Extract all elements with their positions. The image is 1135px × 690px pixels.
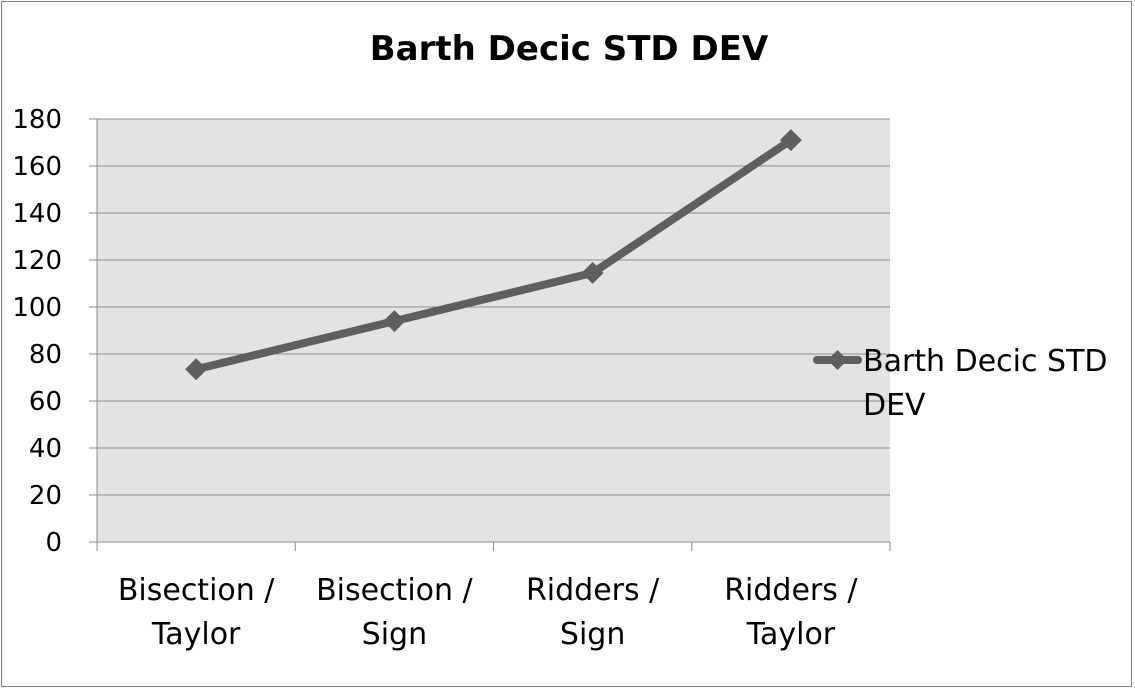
data-point-marker bbox=[185, 358, 208, 381]
series-line bbox=[192, 136, 795, 374]
y-tick-label: 160 bbox=[12, 152, 62, 182]
y-tick-label: 20 bbox=[29, 481, 62, 511]
y-tick-label: 80 bbox=[29, 340, 62, 370]
y-tick-label: 0 bbox=[45, 528, 62, 558]
x-tick-label: Bisection / Taylor bbox=[118, 573, 275, 652]
y-tick-label: 120 bbox=[12, 246, 62, 276]
legend-label: Barth Decic STD DEV bbox=[863, 344, 1108, 423]
plot-area: 0 20 40 60 80 100 120 140 160 180 Bisection / Taylo… bbox=[12, 105, 891, 652]
x-tick-label: Ridders / Sign bbox=[526, 573, 660, 652]
y-tick-label: 100 bbox=[12, 293, 62, 323]
legend: Barth Decic STD DEV bbox=[813, 344, 1108, 423]
y-tick-label: 40 bbox=[29, 434, 62, 464]
legend-marker bbox=[827, 350, 848, 370]
x-tick-label: Bisection / Sign bbox=[316, 573, 473, 652]
data-point-marker bbox=[581, 261, 604, 284]
y-tick-label: 180 bbox=[12, 105, 62, 135]
plot-background bbox=[97, 119, 890, 542]
y-tick-label: 60 bbox=[29, 387, 62, 417]
data-point-marker bbox=[383, 310, 406, 333]
data-point-marker bbox=[779, 129, 802, 152]
y-tick-label: 140 bbox=[12, 199, 62, 229]
x-tick-label: Ridders / Taylor bbox=[724, 573, 858, 652]
chart-title: Barth Decic STD DEV bbox=[370, 29, 769, 69]
